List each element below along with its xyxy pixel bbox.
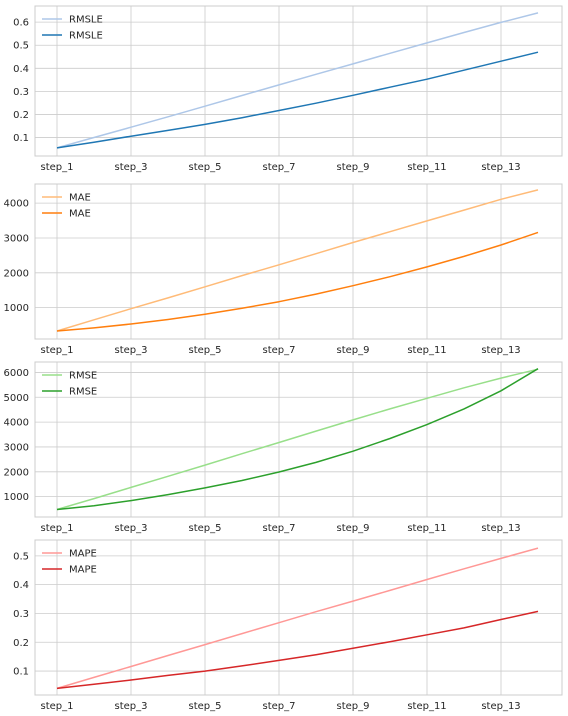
rmse-xtick-label: step_13: [481, 523, 520, 534]
rmsle-ytick-label: 0.1: [13, 133, 29, 144]
mae-xtick-label: step_1: [41, 345, 74, 356]
mape-xtick-label: step_9: [337, 701, 370, 712]
rmsle-xtick-label: step_5: [189, 162, 222, 173]
mae-xtick-label: step_9: [337, 345, 370, 356]
rmse-xtick-label: step_5: [189, 523, 222, 534]
mape-xtick-label: step_11: [407, 701, 446, 712]
rmse-ytick-label: 3000: [4, 442, 29, 453]
mape-ytick-label: 0.1: [13, 667, 29, 678]
rmse-xtick-label: step_9: [337, 523, 370, 534]
rmsle-xtick-label: step_1: [41, 162, 74, 173]
mape-ytick-label: 0.5: [13, 551, 29, 562]
mape-ytick-label: 0.3: [13, 609, 29, 620]
mape-xtick-label: step_13: [481, 701, 520, 712]
mae-panel: step_1 step_3 step_5 step_7 step_9 step_11 ste…: [4, 183, 563, 356]
mape-ytick-label: 0.2: [13, 638, 29, 649]
mape-xtick-label: step_1: [41, 701, 74, 712]
rmsle-ytick-label: 0.3: [13, 87, 29, 98]
mae-legend-label: MAE: [69, 209, 91, 220]
rmse-ytick-label: 6000: [4, 368, 29, 379]
rmsle-xtick-label: step_13: [481, 162, 520, 173]
rmsle-ytick-label: 0.5: [13, 41, 29, 52]
mae-ytick-label: 2000: [4, 268, 29, 279]
mape-axes-frame: [34, 539, 563, 696]
mae-series-line-2: [56, 231, 539, 332]
mae-xtick-label: step_7: [263, 345, 296, 356]
rmsle-series-line-2: [56, 51, 539, 149]
rmsle-series-line-1: [56, 12, 539, 149]
mape-panel: step_1 step_3 step_5 step_7 step_9 step_11 ste…: [13, 539, 563, 712]
rmsle-panel: step_1 step_3 step_5 step_7 step_9 step_11 ste…: [13, 5, 563, 173]
rmse-ytick-label: 4000: [4, 418, 29, 429]
rmse-ytick-label: 2000: [4, 467, 29, 478]
rmse-xtick-label: step_11: [407, 523, 446, 534]
mae-xtick-label: step_3: [115, 345, 148, 356]
rmse-panel: step_1 step_3 step_5 step_7 step_9 step_11 ste…: [4, 361, 563, 534]
mape-series-line-2: [56, 610, 539, 690]
rmse-xtick-label: step_1: [41, 523, 74, 534]
mae-ytick-label: 1000: [4, 303, 29, 314]
rmsle-xtick-label: step_3: [115, 162, 148, 173]
mae-xtick-label: step_13: [481, 345, 520, 356]
mae-xtick-label: step_5: [189, 345, 222, 356]
rmsle-ytick-label: 0.6: [13, 18, 29, 29]
rmsle-ytick-label: 0.2: [13, 110, 29, 121]
rmse-legend-label: RMSE: [69, 371, 97, 382]
rmse-xtick-label: step_3: [115, 523, 148, 534]
mae-ytick-label: 3000: [4, 233, 29, 244]
mape-xtick-label: step_5: [189, 701, 222, 712]
rmse-axes-frame: [34, 361, 563, 518]
mape-legend-label: MAPE: [69, 549, 97, 560]
rmsle-legend-label: RMSLE: [69, 31, 103, 42]
rmse-ytick-label: 5000: [4, 393, 29, 404]
mae-legend-label: MAE: [69, 193, 91, 204]
mape-legend-label: MAPE: [69, 565, 97, 576]
rmsle-legend-label: RMSLE: [69, 15, 103, 26]
mape-xtick-label: step_3: [115, 701, 148, 712]
rmsle-xtick-label: step_11: [407, 162, 446, 173]
mae-xtick-label: step_11: [407, 345, 446, 356]
mae-ytick-label: 4000: [4, 199, 29, 210]
rmsle-axes-frame: [34, 5, 563, 157]
mae-axes-frame: [34, 183, 563, 340]
rmse-series-line-1: [56, 368, 539, 511]
rmse-xtick-label: step_7: [263, 523, 296, 534]
mape-ytick-label: 0.4: [13, 580, 29, 591]
rmse-series-line-2: [56, 368, 539, 511]
rmse-legend-label: RMSE: [69, 387, 97, 398]
rmsle-xtick-label: step_7: [263, 162, 296, 173]
rmse-ytick-label: 1000: [4, 492, 29, 503]
rmsle-ytick-label: 0.4: [13, 64, 29, 75]
mape-xtick-label: step_7: [263, 701, 296, 712]
mae-series-line-1: [56, 189, 539, 332]
rmsle-xtick-label: step_9: [337, 162, 370, 173]
mape-series-line-1: [56, 547, 539, 690]
